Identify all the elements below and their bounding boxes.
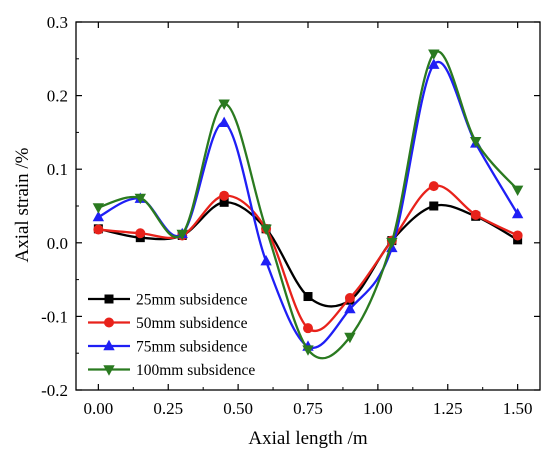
data-point — [344, 302, 356, 314]
legend-label: 25mm subsidence — [136, 292, 248, 309]
legend-label: 100mm subsidence — [136, 362, 255, 379]
legend-marker — [104, 317, 114, 328]
y-tick-label: 0.1 — [47, 160, 68, 179]
x-tick-label: 1.50 — [503, 399, 533, 418]
data-point — [429, 201, 439, 211]
y-tick-label: -0.1 — [41, 307, 68, 326]
x-tick-label: 0.75 — [293, 399, 323, 418]
y-axis-label: Axial strain /% — [12, 147, 33, 262]
y-tick-label: 0.2 — [47, 87, 68, 106]
data-point — [470, 209, 481, 220]
x-axis-label: Axial length /m — [248, 428, 367, 449]
legend-marker — [103, 339, 115, 351]
series-2 — [93, 181, 523, 334]
legend: 25mm subsidence 50mm subsidence 75mm subsi… — [88, 292, 255, 379]
x-tick-label: 0.00 — [83, 399, 113, 418]
x-tick-label: 1.25 — [433, 399, 463, 418]
data-point — [93, 224, 104, 235]
data-point — [134, 193, 146, 205]
data-point — [512, 230, 523, 241]
y-tick-label: 0.0 — [47, 234, 68, 253]
data-point — [511, 185, 524, 197]
series-4 — [92, 49, 524, 360]
data-point — [303, 323, 313, 334]
data-point — [92, 210, 105, 222]
data-point — [218, 116, 230, 128]
y-tick-label: 0.3 — [47, 13, 68, 32]
data-point — [428, 58, 440, 69]
series-line — [98, 50, 519, 360]
legend-marker — [104, 294, 114, 304]
legend-label: 50mm subsidence — [136, 315, 248, 332]
plot-frame — [75, 21, 541, 391]
y-tick-label: -0.2 — [41, 381, 68, 400]
x-tick-label: 0.50 — [223, 399, 253, 418]
data-point — [428, 49, 440, 60]
data-point — [260, 224, 272, 236]
data-point — [92, 203, 105, 214]
legend-marker — [103, 365, 115, 376]
data-point — [260, 255, 272, 266]
legend-label: 75mm subsidence — [136, 339, 248, 356]
data-point — [470, 137, 482, 148]
data-point — [176, 229, 188, 241]
data-point — [511, 207, 524, 219]
data-point — [219, 197, 229, 207]
x-tick-label: 0.25 — [153, 399, 183, 418]
data-point — [386, 237, 398, 249]
data-point — [428, 181, 439, 192]
data-point — [218, 99, 230, 110]
data-point — [344, 332, 356, 344]
data-point — [135, 228, 146, 239]
data-point — [303, 292, 313, 302]
series-1 — [93, 197, 523, 308]
x-tick-label: 1.00 — [363, 399, 393, 418]
data-point — [219, 190, 230, 201]
data-point — [302, 345, 314, 356]
data-point — [344, 293, 355, 303]
